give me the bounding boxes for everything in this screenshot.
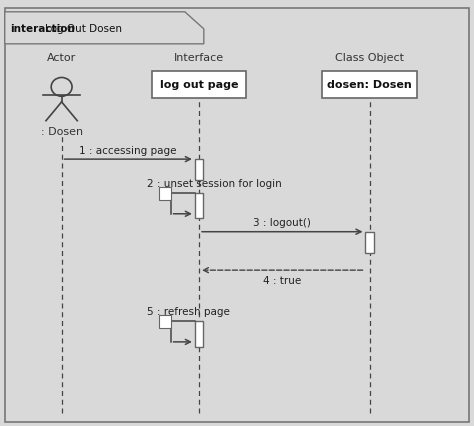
Text: Class Object: Class Object [335, 52, 404, 63]
Text: Interface: Interface [174, 52, 224, 63]
Text: dosen: Dosen: dosen: Dosen [328, 80, 412, 90]
Text: interaction: interaction [10, 24, 75, 34]
Bar [195, 194, 203, 218]
Text: 3 : logout(): 3 : logout() [253, 218, 311, 228]
Text: : Dosen: : Dosen [41, 127, 82, 137]
Bar [365, 232, 374, 253]
Polygon shape [5, 13, 204, 45]
Bar [159, 187, 171, 200]
Text: 1 : accessing page: 1 : accessing page [79, 146, 177, 155]
Text: Actor: Actor [47, 52, 76, 63]
Bar [152, 71, 246, 99]
Text: 2 : unset session for login: 2 : unset session for login [147, 178, 282, 188]
Text: 5 : refresh page: 5 : refresh page [147, 306, 230, 316]
Text: Log Out Dosen: Log Out Dosen [45, 24, 122, 34]
Text: log out page: log out page [160, 80, 238, 90]
Bar [322, 71, 417, 99]
Text: 4 : true: 4 : true [263, 276, 301, 285]
Bar [195, 322, 203, 347]
Bar [195, 160, 203, 181]
Bar [159, 315, 171, 328]
